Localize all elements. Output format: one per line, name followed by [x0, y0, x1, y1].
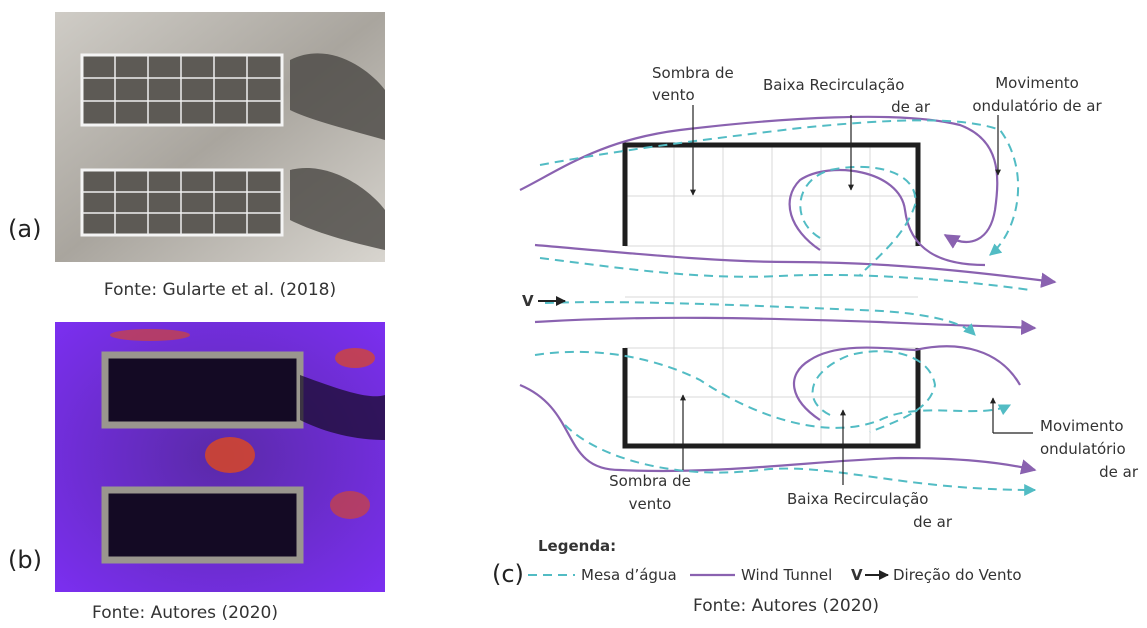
- water-table-flow: [535, 120, 1035, 490]
- photo-a: [55, 12, 385, 262]
- annotation-arrows: [683, 105, 1033, 485]
- annotation: ondulatório: [1040, 440, 1126, 458]
- annotation: Baixa Recirculação: [763, 76, 904, 94]
- annotation: de ar: [913, 513, 953, 531]
- source: Fonte: Autores (2020): [693, 596, 879, 616]
- annotation: Baixa Recirculação: [787, 490, 928, 508]
- annotation: Movimento: [1040, 417, 1124, 435]
- legend-item: Wind Tunnel: [741, 566, 832, 584]
- annotation: Sombra de: [652, 64, 734, 82]
- legend-title: Legenda:: [538, 537, 616, 555]
- panel-label: (c): [492, 560, 524, 588]
- annotation: de ar: [1099, 463, 1139, 481]
- legend-wind-label: V: [851, 566, 863, 584]
- panel-label: (b): [8, 546, 42, 574]
- annotation: Sombra de: [609, 472, 691, 490]
- source: Fonte: Autores (2020): [92, 603, 278, 623]
- panel-label: (a): [8, 215, 41, 243]
- annotation: vento: [629, 495, 672, 513]
- legend-item: Direção do Vento: [893, 566, 1022, 584]
- legend-item: Mesa d’água: [581, 566, 677, 584]
- photo-b: [55, 322, 385, 592]
- figure: (a) Fonte: Gularte et al. (2018) (b) Fon…: [0, 0, 1147, 628]
- annotation: vento: [652, 86, 695, 104]
- annotation: Movimento: [995, 74, 1079, 92]
- wind-label: V: [522, 292, 534, 310]
- figure-canvas: (a) Fonte: Gularte et al. (2018) (b) Fon…: [0, 0, 1147, 628]
- grid: [625, 145, 918, 446]
- wind-tunnel-flow: [520, 117, 1055, 471]
- annotation: ondulatório de ar: [972, 97, 1102, 115]
- source: Fonte: Gularte et al. (2018): [104, 280, 336, 300]
- annotation: de ar: [891, 98, 931, 116]
